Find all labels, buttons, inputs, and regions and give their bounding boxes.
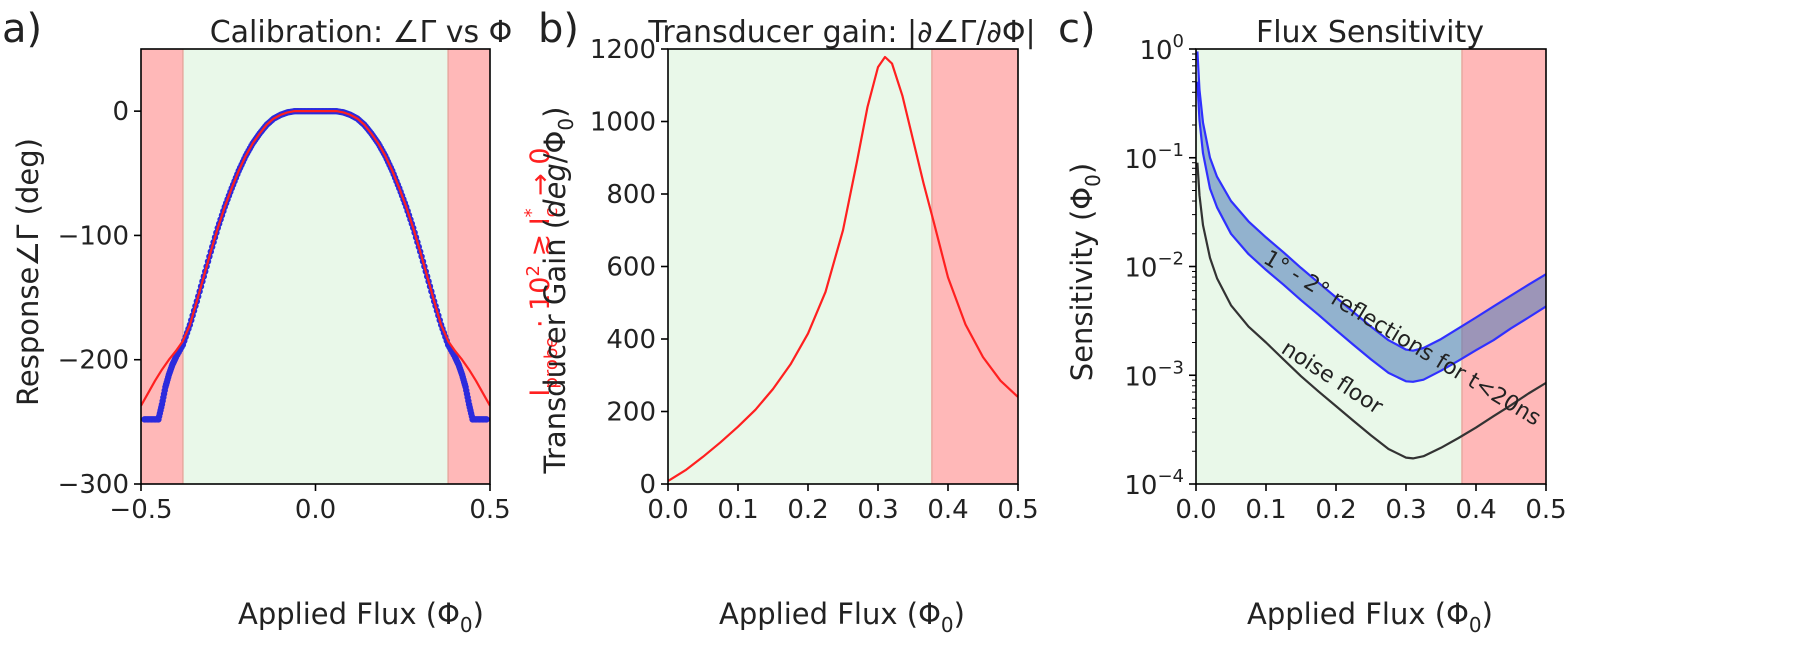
- panel-b: b) Transducer gain: |∂∠Γ/∂Φ| Applied Flu…: [538, 6, 1039, 637]
- panel-b-ytick-label: 0: [639, 470, 656, 500]
- panel-c-ytick-label: 10−3: [1124, 357, 1184, 392]
- panel-c-xtick-label: 0.4: [1455, 495, 1496, 525]
- panel-c-series-2: [1196, 81, 1546, 383]
- panel-a-plot-area: [141, 107, 490, 423]
- panel-a-xlabel: Applied Flux (Φ0): [238, 597, 484, 637]
- panel-a-title: Calibration: ∠Γ vs Φ: [210, 15, 513, 50]
- panel-a-ylabel: Response∠Γ (deg): [11, 138, 45, 406]
- panel-a-data-point: [481, 416, 489, 423]
- panel-c-xlabel: Applied Flux (Φ0): [1247, 597, 1493, 637]
- panel-c-region-1: [1462, 49, 1546, 484]
- panel-b-ylabel: Transducer Gain (deg/Φ0): [538, 107, 578, 475]
- panel-b-xlabel: Applied Flux (Φ0): [719, 597, 965, 637]
- panel-a-data-point: [161, 387, 168, 394]
- panel-b-ytick-label: 600: [606, 253, 656, 283]
- panel-a-xtick-label: 0.5: [469, 495, 510, 525]
- panel-b-ytick-label: 400: [606, 325, 656, 355]
- panel-b-xtick-label: 0.3: [857, 495, 898, 525]
- panel-c-letter: c): [1058, 6, 1096, 52]
- panel-c-ytick-label: 10−4: [1124, 466, 1184, 501]
- panel-b-xtick-label: 0.1: [717, 495, 758, 525]
- panel-c: c) Flux Sensitivity Applied Flux (Φ0) Se…: [1058, 6, 1567, 637]
- panel-a-xtick-label: −0.5: [109, 495, 172, 525]
- panel-c-xtick-label: 0.5: [1525, 495, 1566, 525]
- panel-c-series-1: [1196, 51, 1546, 352]
- panel-a-data-point: [158, 404, 165, 411]
- panel-c-xtick-label: 0.1: [1245, 495, 1286, 525]
- panel-b-xtick-label: 0.4: [927, 495, 968, 525]
- panel-a-region-1: [182, 49, 449, 484]
- panel-c-region-0: [1196, 49, 1462, 484]
- panel-a-data-point: [461, 381, 469, 388]
- panel-c-series-0: [1196, 162, 1546, 460]
- panel-b-ytick-label: 200: [606, 398, 656, 428]
- panel-b-region-0: [668, 49, 932, 484]
- panel-c-ytick-label: 100: [1139, 31, 1184, 66]
- panel-c-ylabel: Sensitivity (Φ0): [1065, 163, 1105, 381]
- panel-c-plot-area: [1196, 51, 1546, 460]
- panel-a-ytick-label: −300: [58, 470, 129, 500]
- panel-a-ytick-label: −100: [58, 221, 129, 251]
- panel-c-xtick-label: 0.3: [1385, 495, 1426, 525]
- panel-b-ytick-label: 1200: [590, 35, 656, 65]
- panel-a: a) Calibration: ∠Γ vs Φ Applied Flux (Φ0…: [2, 6, 562, 637]
- panel-a-red-annotation: Iprobe · 102 ≳ Ic* → 0: [521, 147, 562, 396]
- panel-a-series-1: [141, 110, 490, 407]
- panel-a-ytick-label: 0: [112, 97, 129, 127]
- panel-b-ytick-label: 1000: [590, 108, 656, 138]
- panel-b-series-0: [668, 55, 1018, 483]
- panel-b-letter: b): [538, 6, 579, 52]
- panel-a-data-point: [465, 397, 472, 405]
- panel-c-xtick-label: 0.2: [1315, 495, 1356, 525]
- panel-c-title: Flux Sensitivity: [1256, 15, 1484, 50]
- panel-b-ytick-label: 800: [606, 180, 656, 210]
- panel-b-title: Transducer gain: |∂∠Γ/∂Φ|: [647, 15, 1035, 50]
- panel-a-xtick-label: 0.0: [295, 495, 336, 525]
- panel-a-ytick-label: −200: [58, 346, 129, 376]
- panel-b-xtick-label: 0.5: [997, 495, 1038, 525]
- panel-b-xtick-label: 0.2: [787, 495, 828, 525]
- panel-b-plot-area: [668, 55, 1018, 483]
- panel-b-xtick-label: 0.0: [647, 495, 688, 525]
- panel-a-letter: a): [2, 6, 42, 52]
- panel-c-ytick-label: 10−2: [1124, 249, 1184, 284]
- panel-c-xtick-label: 0.0: [1175, 495, 1216, 525]
- panel-c-ytick-label: 10−1: [1124, 140, 1184, 175]
